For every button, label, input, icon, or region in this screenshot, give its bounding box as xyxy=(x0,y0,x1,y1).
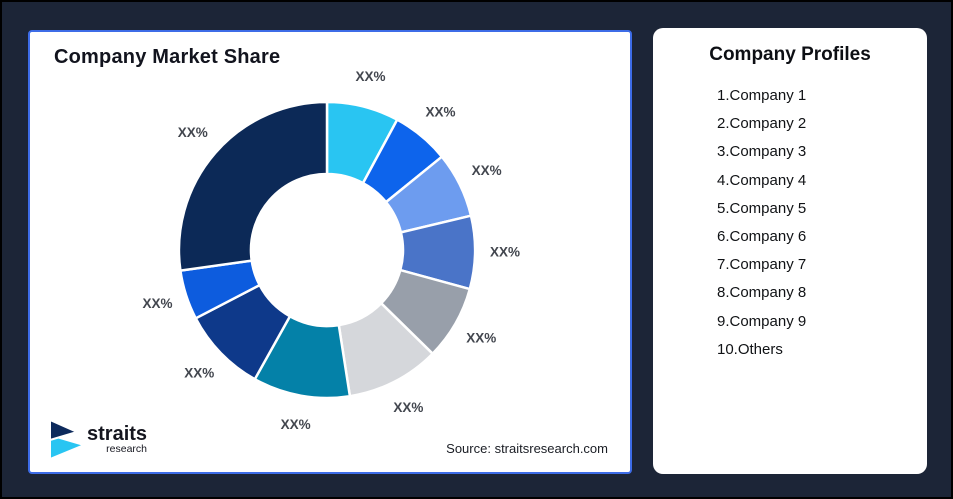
segment-value-label: XX% xyxy=(425,104,455,119)
profile-list-item: 9.Company 9 xyxy=(717,312,807,330)
logo-brand-subtitle: research xyxy=(106,442,148,455)
straits-logo: straits research xyxy=(48,419,147,460)
straits-logo-icon xyxy=(49,419,84,460)
segment-value-label: XX% xyxy=(472,163,502,178)
profiles-title: Company Profiles xyxy=(709,44,871,65)
profile-list-item: 6.Company 6 xyxy=(717,228,807,246)
segment-value-label: XX% xyxy=(355,69,385,84)
segment-value-label: XX% xyxy=(281,417,311,432)
profile-list-item: 8.Company 8 xyxy=(717,284,807,302)
segment-value-label: XX% xyxy=(466,330,496,345)
profile-list-item: 5.Company 5 xyxy=(717,199,807,217)
profile-list-item: 7.Company 7 xyxy=(717,256,807,274)
profile-list-item: 10.Others xyxy=(717,340,783,358)
profile-list-item: 2.Company 2 xyxy=(717,115,807,133)
donut-chart: XX% XX% XX% XX% XX% XX% XX% XX% XX% XX% xyxy=(142,69,520,432)
profiles-list: 1.Company 1 2.Company 2 3.Company 3 4.Compa… xyxy=(717,82,927,364)
profile-list-item: 3.Company 3 xyxy=(717,143,807,161)
segment-value-label: XX% xyxy=(393,400,423,415)
donut-segment xyxy=(177,100,329,273)
chart-title: Company Market Share xyxy=(54,46,281,68)
profile-list-item: 1.Company 1 xyxy=(717,87,807,104)
market-share-panel: XX% XX% XX% XX% XX% XX% XX% XX% XX% XX% Company M… xyxy=(28,30,632,474)
straits-logo-text: straits research xyxy=(87,422,148,455)
profile-list-item: 4.Company 4 xyxy=(717,171,807,189)
segment-value-label: XX% xyxy=(178,125,208,140)
segment-value-label: XX% xyxy=(184,366,214,381)
company-profiles-panel: Company Profiles 1.Company 1 2.Company 2 3… xyxy=(653,28,927,474)
source-note: Source: straitsresearch.com xyxy=(446,441,608,456)
segment-value-label: XX% xyxy=(490,245,520,260)
logo-brand-name: straits xyxy=(87,422,148,445)
segment-value-label: XX% xyxy=(142,296,172,311)
